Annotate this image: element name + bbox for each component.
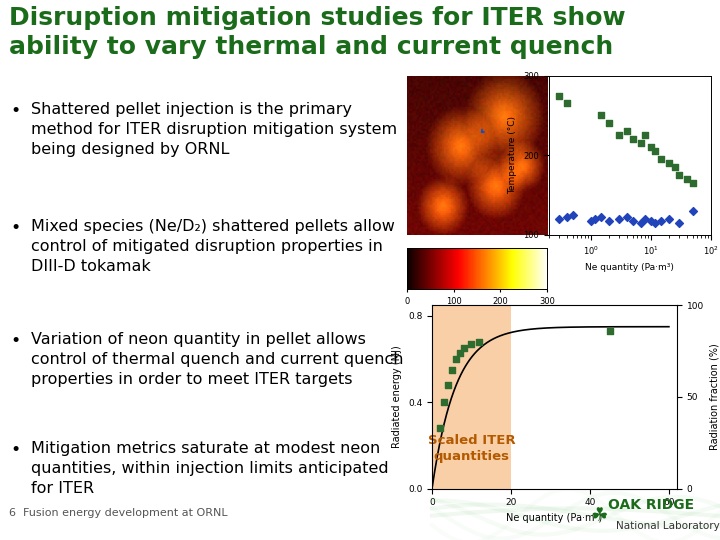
Point xyxy=(673,171,685,179)
Point xyxy=(627,135,639,144)
Point xyxy=(681,175,693,184)
Point xyxy=(645,143,657,152)
Point xyxy=(639,215,651,224)
Point xyxy=(687,207,698,215)
Text: National Laboratory: National Laboratory xyxy=(616,522,719,531)
Point xyxy=(669,163,680,172)
Point xyxy=(687,179,698,187)
Point xyxy=(554,91,565,100)
Point xyxy=(434,424,446,433)
X-axis label: Temperature (°C): Temperature (°C) xyxy=(438,311,516,320)
Y-axis label: Radiation fraction (%): Radiation fraction (%) xyxy=(709,343,719,450)
Point xyxy=(645,216,657,225)
Point xyxy=(466,340,477,348)
Point xyxy=(649,147,661,156)
Point xyxy=(673,219,685,227)
Bar xyxy=(432,273,511,489)
Point xyxy=(442,381,454,389)
Point xyxy=(590,215,601,224)
Text: Scaled ITER
quantities: Scaled ITER quantities xyxy=(428,434,516,463)
Point xyxy=(621,213,632,222)
Text: •: • xyxy=(10,441,21,459)
Point xyxy=(561,213,572,222)
Point xyxy=(603,119,614,128)
Text: Mixed species (Ne/D₂) shattered pellets allow
control of mitigated disruption pr: Mixed species (Ne/D₂) shattered pellets … xyxy=(32,219,395,274)
Point xyxy=(636,139,647,147)
Point xyxy=(636,219,647,227)
Point xyxy=(621,127,632,136)
Point xyxy=(595,213,607,222)
Point xyxy=(603,216,614,225)
Point xyxy=(474,338,485,346)
Point xyxy=(639,131,651,140)
Point xyxy=(655,155,667,164)
Text: ☘: ☘ xyxy=(590,506,608,525)
Point xyxy=(655,216,667,225)
Point xyxy=(649,219,661,227)
Text: Shattered pellet injection is the primary
method for ITER disruption mitigation : Shattered pellet injection is the primar… xyxy=(32,102,397,157)
Point xyxy=(450,355,462,363)
Point xyxy=(663,159,675,167)
Point xyxy=(567,211,578,219)
Text: OAK RIDGE: OAK RIDGE xyxy=(608,498,695,512)
Point xyxy=(458,344,469,353)
Point xyxy=(446,366,457,374)
X-axis label: Ne quantity (Pa·m³): Ne quantity (Pa·m³) xyxy=(506,513,603,523)
Y-axis label: Temperature (°C): Temperature (°C) xyxy=(508,116,518,194)
Point xyxy=(613,215,625,224)
Point xyxy=(561,99,572,108)
Text: •: • xyxy=(10,332,21,350)
Point xyxy=(604,327,616,335)
Point xyxy=(454,348,465,357)
Point xyxy=(438,398,449,407)
Point xyxy=(554,215,565,224)
Text: Disruption mitigation studies for ITER show
ability to vary thermal and current : Disruption mitigation studies for ITER s… xyxy=(9,6,626,58)
Y-axis label: Radiated energy (MJ): Radiated energy (MJ) xyxy=(392,346,402,448)
Point xyxy=(627,216,639,225)
Point xyxy=(663,215,675,224)
Text: •: • xyxy=(10,102,21,120)
Point xyxy=(585,216,596,225)
Text: Mitigation metrics saturate at modest neon
quantities, within injection limits a: Mitigation metrics saturate at modest ne… xyxy=(32,441,389,496)
Point xyxy=(595,111,607,120)
Point xyxy=(613,131,625,140)
Text: Variation of neon quantity in pellet allows
control of thermal quench and curren: Variation of neon quantity in pellet all… xyxy=(32,332,404,387)
Text: 6  Fusion energy development at ORNL: 6 Fusion energy development at ORNL xyxy=(9,508,228,518)
X-axis label: Ne quantity (Pa·m³): Ne quantity (Pa·m³) xyxy=(585,262,674,272)
Text: •: • xyxy=(10,219,21,238)
